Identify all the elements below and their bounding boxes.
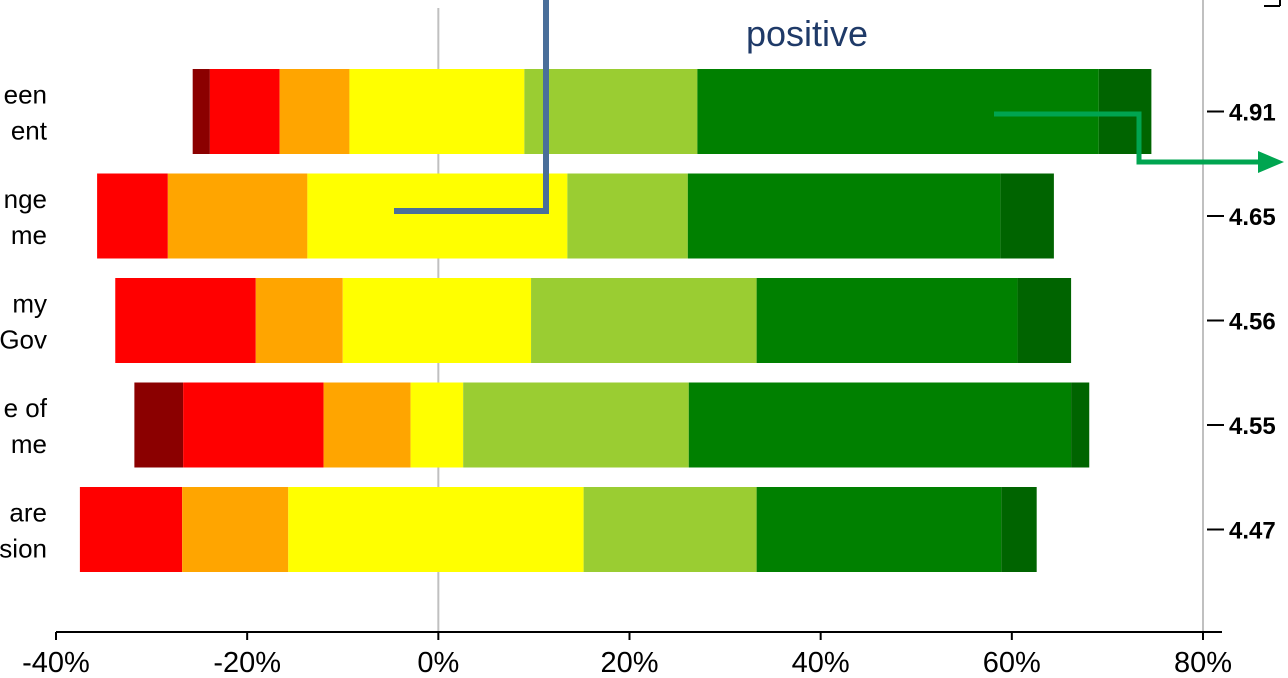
row-label: me xyxy=(11,220,47,250)
bar-segment xyxy=(97,173,168,259)
row-label: ent xyxy=(11,116,48,146)
bar-segment xyxy=(167,173,308,259)
x-tick-label: 60% xyxy=(983,647,1041,678)
labels-layer: een ent 4.91 nge me 4.65 my Gov 4.56 e of me 4.55 ar… xyxy=(0,80,1276,564)
bars-layer xyxy=(79,8,1152,632)
row-label: my xyxy=(12,289,47,319)
bar-segment xyxy=(1017,278,1072,363)
row-label: een xyxy=(4,80,47,110)
bar-segment xyxy=(342,278,532,363)
bar-segment xyxy=(463,382,689,468)
row-label: nge xyxy=(4,184,47,214)
bar-segment xyxy=(1000,173,1054,259)
x-tick-label: -40% xyxy=(22,647,90,678)
bar-segment xyxy=(323,382,411,468)
x-tick-label: -20% xyxy=(213,647,281,678)
callout-arrow-green xyxy=(994,111,1262,165)
bar-segment xyxy=(349,69,525,154)
bar-segment xyxy=(79,487,183,572)
bar-segment xyxy=(134,382,184,468)
score-label: 4.55 xyxy=(1229,413,1276,440)
bar-segment xyxy=(1071,382,1090,468)
bar-segment xyxy=(756,278,1018,363)
arrowhead-green xyxy=(1258,151,1284,173)
score-label: 4.65 xyxy=(1229,204,1276,231)
bar-segment xyxy=(182,487,289,572)
axis-layer: -40% -20% 0% 20% 40% 60% 80% xyxy=(22,0,1232,678)
row-label: me xyxy=(11,429,47,459)
score-label: 4.56 xyxy=(1229,309,1276,336)
x-tick-label: 80% xyxy=(1174,647,1232,678)
bar-segment xyxy=(410,382,464,468)
row-label: Gov xyxy=(0,325,47,355)
bar-segment xyxy=(183,382,324,468)
callout-line-blue xyxy=(394,0,549,214)
bar-segment xyxy=(255,278,343,363)
score-label: 4.47 xyxy=(1229,518,1276,545)
bar-segment xyxy=(756,487,1002,572)
row-label: sion xyxy=(0,534,47,564)
bar-segment xyxy=(687,173,1001,259)
annotation-positive-text: positive xyxy=(746,13,868,54)
bar-segment xyxy=(583,487,757,572)
x-tick-label: 40% xyxy=(792,647,850,678)
score-label: 4.91 xyxy=(1229,100,1276,127)
bar-segment xyxy=(567,173,688,259)
bar-segment xyxy=(192,69,210,154)
bar-segment xyxy=(115,278,256,363)
row-label: are xyxy=(9,498,47,528)
bar-segment xyxy=(1001,487,1037,572)
bar-segment xyxy=(288,487,584,572)
annotation-layer: positive xyxy=(394,0,1284,214)
bar-segment xyxy=(279,69,350,154)
x-tick-label: 0% xyxy=(417,647,459,678)
row-label: e of xyxy=(4,393,48,423)
bar-segment xyxy=(209,69,280,154)
bar-segment xyxy=(307,173,568,259)
bar-segment xyxy=(524,69,698,154)
bar-segment xyxy=(531,278,757,363)
x-tick-label: 20% xyxy=(600,647,658,678)
bar-segment xyxy=(688,382,1072,468)
